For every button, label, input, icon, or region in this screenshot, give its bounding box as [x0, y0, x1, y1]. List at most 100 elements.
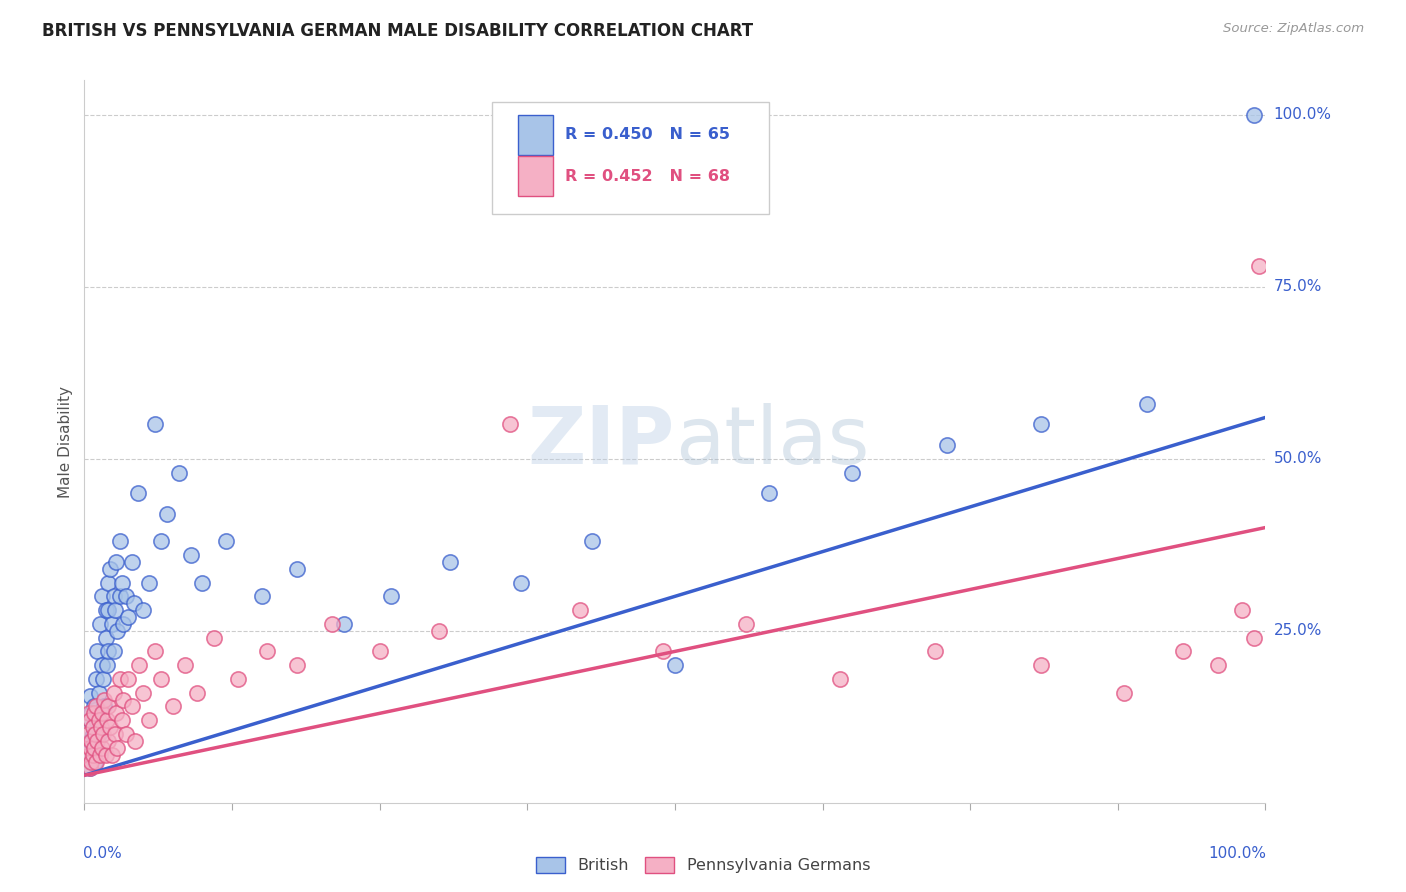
Point: [108, 534, 131, 549]
Point: [143, 644, 166, 658]
Point: [107, 624, 129, 638]
Point: [498, 417, 520, 432]
Point: [79, 761, 101, 775]
Point: [167, 466, 190, 480]
Point: [84, 672, 107, 686]
Point: [91, 672, 114, 686]
Point: [117, 672, 139, 686]
Point: [150, 672, 173, 686]
Point: [77, 747, 100, 762]
Point: [94, 603, 117, 617]
Point: [84, 755, 107, 769]
Point: [510, 575, 533, 590]
Point: [105, 706, 128, 721]
Point: [569, 603, 592, 617]
Point: [87, 727, 110, 741]
Point: [191, 575, 214, 590]
Point: [90, 720, 112, 734]
Point: [100, 616, 122, 631]
Point: [103, 686, 125, 700]
Point: [82, 727, 104, 741]
Point: [924, 644, 946, 658]
Point: [935, 438, 957, 452]
Point: [84, 755, 107, 769]
Point: [79, 761, 101, 775]
Point: [1243, 631, 1265, 645]
Text: Source: ZipAtlas.com: Source: ZipAtlas.com: [1223, 22, 1364, 36]
Point: [77, 727, 100, 741]
Point: [97, 603, 120, 617]
Text: BRITISH VS PENNSYLVANIA GERMAN MALE DISABILITY CORRELATION CHART: BRITISH VS PENNSYLVANIA GERMAN MALE DISA…: [42, 22, 754, 40]
Point: [664, 658, 686, 673]
Point: [127, 486, 149, 500]
Point: [186, 686, 208, 700]
Point: [111, 713, 134, 727]
Point: [285, 562, 308, 576]
Point: [180, 548, 202, 562]
Legend: British, Pennsylvania Germans: British, Pennsylvania Germans: [530, 850, 876, 880]
Point: [202, 631, 225, 645]
Point: [83, 740, 105, 755]
Point: [1249, 259, 1271, 273]
Point: [124, 734, 146, 748]
Text: ZIP: ZIP: [527, 402, 675, 481]
Point: [380, 590, 402, 604]
Point: [734, 616, 756, 631]
Point: [162, 699, 184, 714]
Point: [652, 644, 675, 658]
Text: 0.0%: 0.0%: [83, 847, 122, 861]
Point: [97, 575, 120, 590]
Text: 75.0%: 75.0%: [1274, 279, 1322, 294]
Text: 100.0%: 100.0%: [1209, 847, 1267, 861]
Y-axis label: Male Disability: Male Disability: [58, 385, 73, 498]
Point: [333, 616, 356, 631]
Point: [114, 727, 136, 741]
Point: [96, 713, 118, 727]
Point: [1243, 108, 1265, 122]
Point: [98, 720, 121, 734]
Point: [98, 562, 121, 576]
Point: [79, 747, 101, 762]
Point: [86, 644, 108, 658]
Point: [150, 534, 173, 549]
Point: [250, 590, 273, 604]
Point: [121, 555, 143, 569]
Point: [80, 734, 103, 748]
Point: [89, 616, 111, 631]
Point: [91, 706, 114, 721]
Point: [79, 713, 101, 727]
Point: [112, 692, 135, 706]
Point: [128, 658, 150, 673]
Point: [87, 686, 110, 700]
Point: [143, 417, 166, 432]
Point: [1230, 603, 1253, 617]
FancyBboxPatch shape: [492, 102, 769, 214]
Point: [1029, 417, 1052, 432]
Point: [1112, 686, 1135, 700]
Point: [117, 610, 139, 624]
Point: [285, 658, 308, 673]
Point: [132, 603, 155, 617]
Point: [82, 747, 104, 762]
Point: [91, 590, 114, 604]
Point: [427, 624, 450, 638]
Text: R = 0.450   N = 65: R = 0.450 N = 65: [565, 128, 730, 143]
Point: [368, 644, 391, 658]
Point: [83, 740, 105, 755]
Point: [100, 747, 122, 762]
Text: atlas: atlas: [675, 402, 869, 481]
Point: [104, 727, 127, 741]
Point: [91, 727, 114, 741]
Point: [1206, 658, 1229, 673]
Point: [84, 699, 107, 714]
Point: [114, 590, 136, 604]
Point: [758, 486, 780, 500]
Point: [93, 692, 115, 706]
Point: [84, 713, 107, 727]
Point: [80, 755, 103, 769]
Point: [93, 699, 115, 714]
Point: [79, 689, 101, 703]
Text: R = 0.452   N = 68: R = 0.452 N = 68: [565, 169, 730, 184]
Point: [138, 713, 160, 727]
Point: [83, 699, 105, 714]
